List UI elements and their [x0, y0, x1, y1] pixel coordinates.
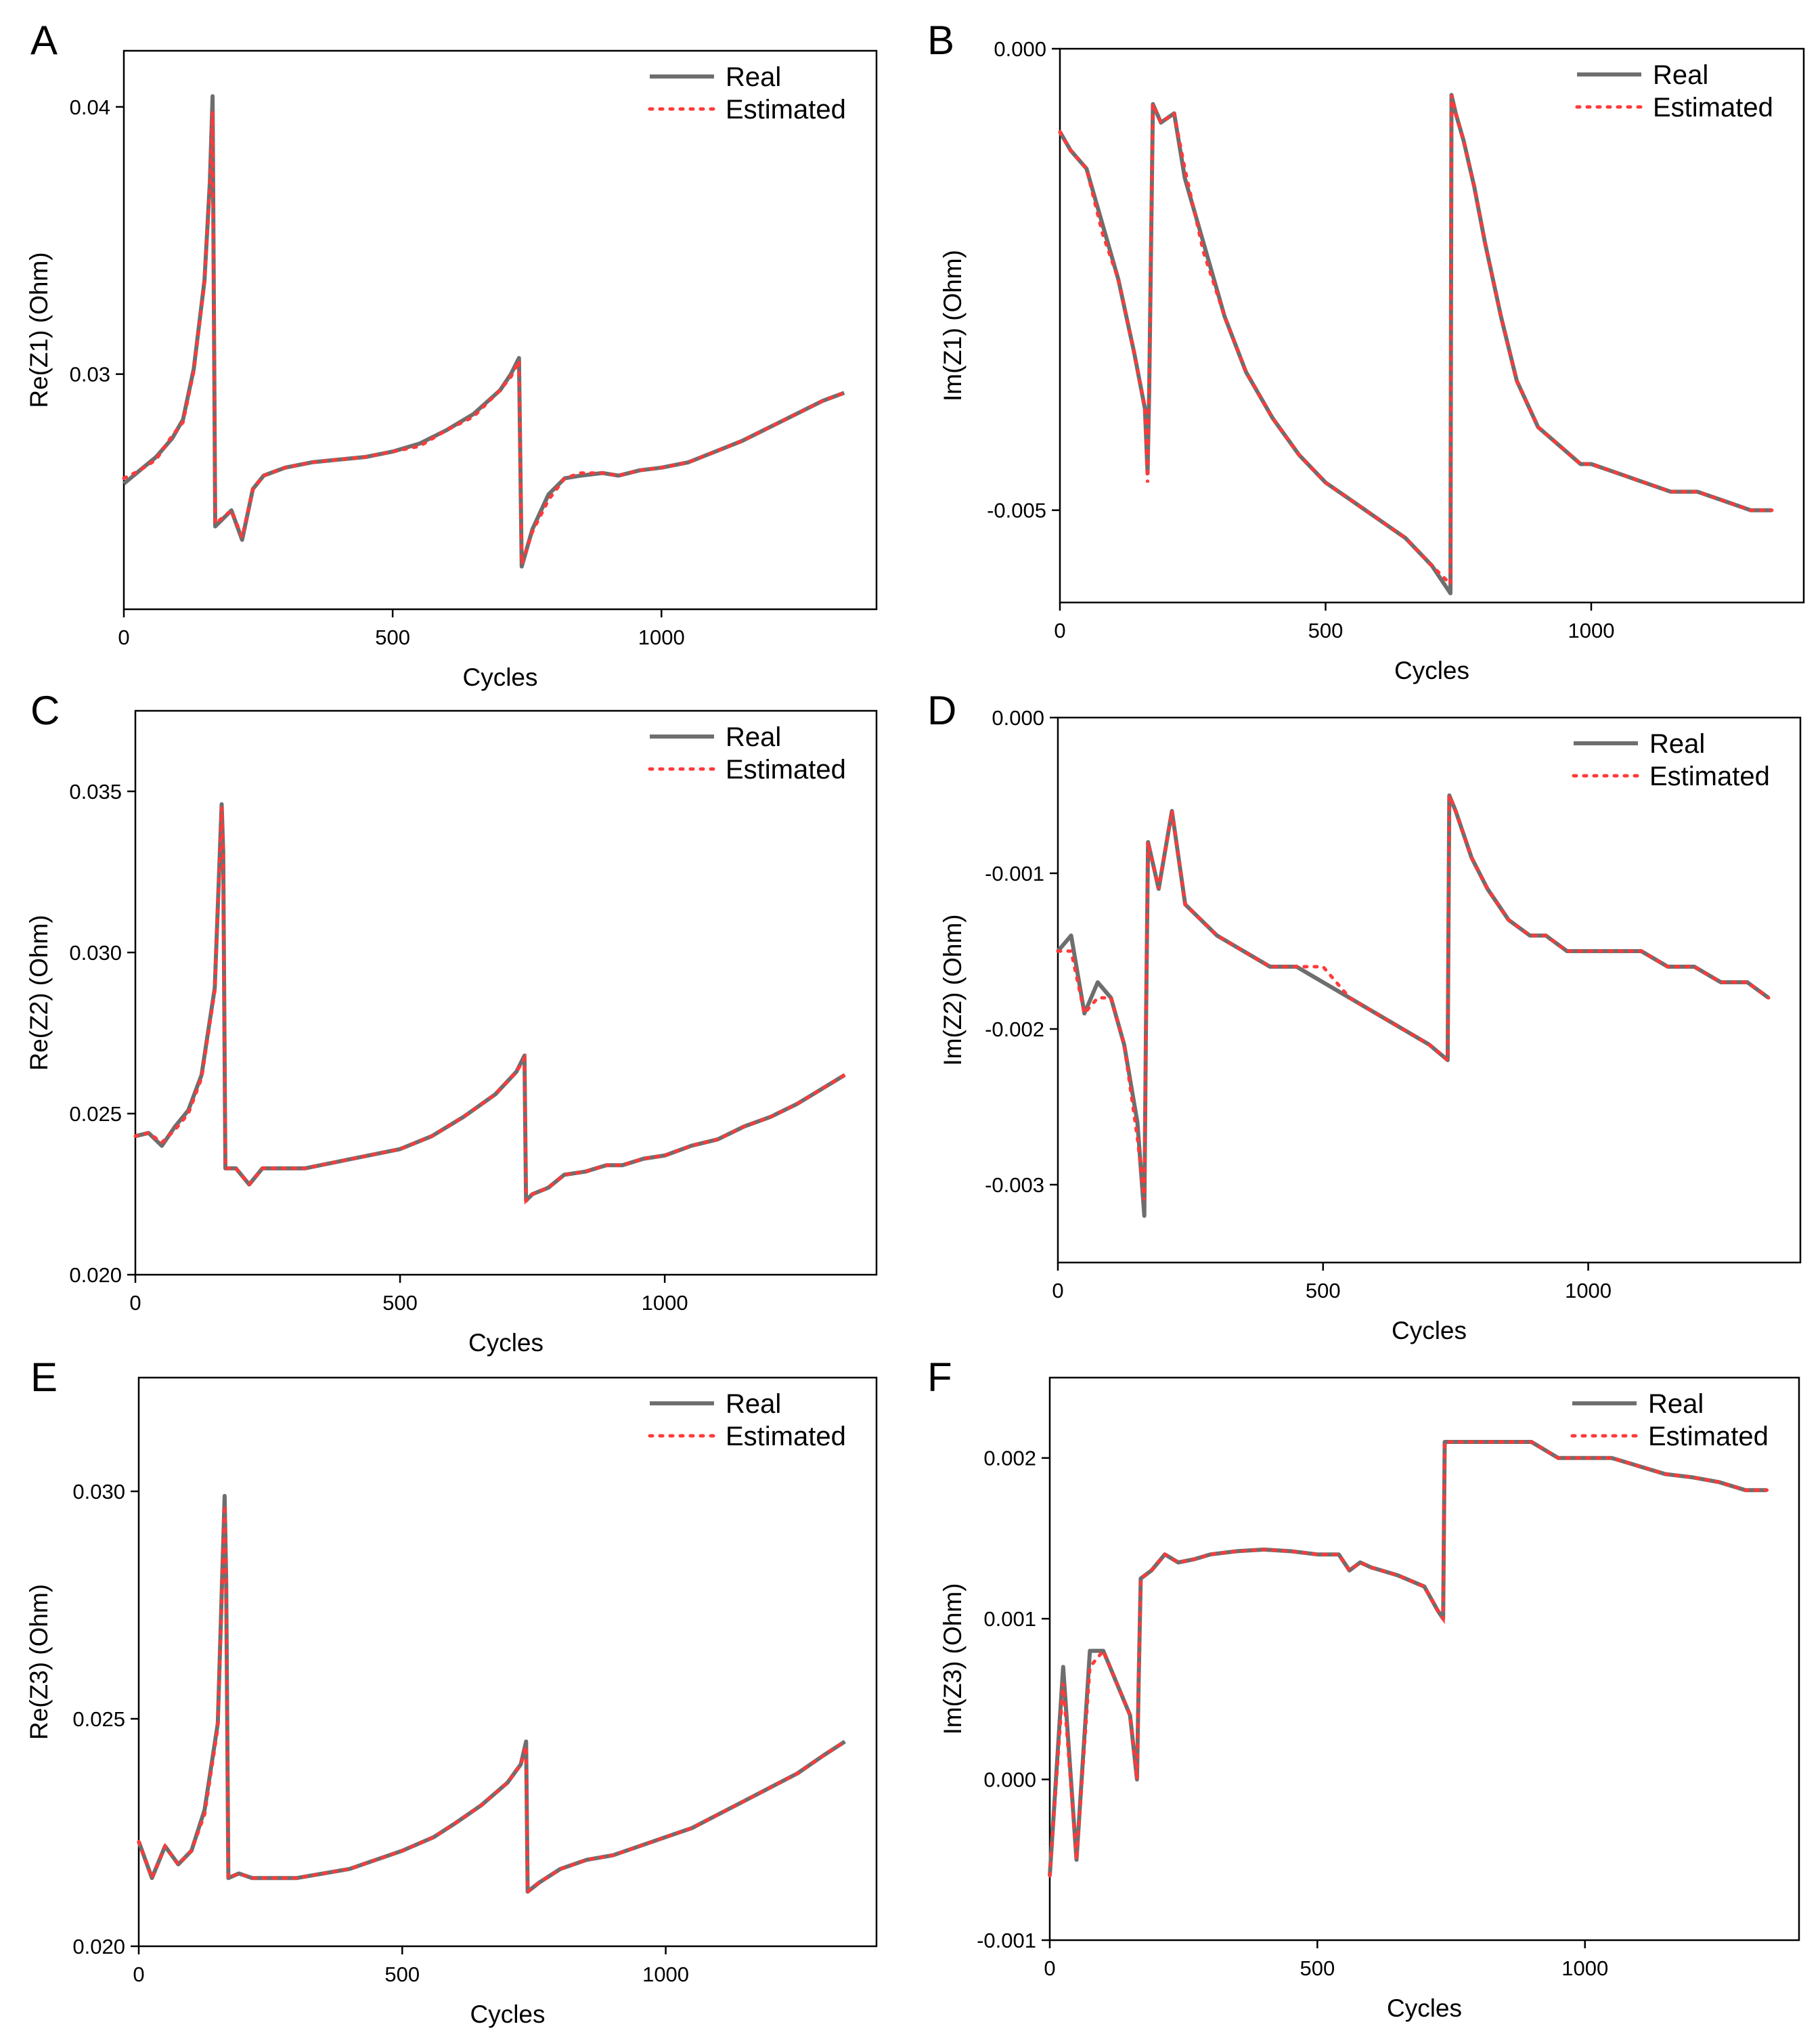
y-tick-label-b-1: 0.000 [994, 37, 1046, 61]
x-axis-title-e: Cycles [470, 2000, 545, 2028]
legend-real-label-c: Real [726, 722, 781, 752]
legend-e: Real Estimated [648, 1389, 846, 1451]
y-tick-label-f-3: 0.002 [983, 1447, 1036, 1470]
y-tick-label-c-1: 0.025 [69, 1102, 122, 1126]
panel-b: B 0 500 1000 -0.005 0.000 Cycles Im(Z1) (Ohm) Re… [927, 18, 1805, 684]
plot-frame-c [134, 709, 878, 1276]
legend-real-label-d: Real [1649, 729, 1705, 759]
y-axis-title-f: Im(Z3) (Ohm) [939, 1583, 967, 1734]
x-tick-label-e-0: 0 [133, 1963, 144, 1986]
y-tick-label-e-1: 0.025 [72, 1707, 125, 1731]
plot-frame-f [1048, 1376, 1800, 1942]
series-real-line-e [137, 1493, 846, 1894]
y-axis-title-e: Re(Z3) (Ohm) [25, 1584, 53, 1740]
x-axis-title-d: Cycles [1392, 1317, 1467, 1344]
x-axis-title-b: Cycles [1394, 657, 1469, 684]
legend-d: Real Estimated [1572, 729, 1770, 791]
x-tick-label-f-0: 0 [1044, 1956, 1055, 1980]
y-tick-label-e-0: 0.020 [72, 1935, 125, 1958]
x-tick-label-e-1: 500 [384, 1963, 420, 1986]
series-estimated-line-b [1058, 94, 1774, 588]
panel-letter-e: E [30, 1355, 58, 1400]
y-tick-label-a-0: 0.03 [70, 363, 110, 387]
legend-estimated-label-a: Estimated [726, 95, 846, 125]
series-estimated-line-e [137, 1505, 847, 1895]
panel-letter-c: C [30, 688, 60, 733]
y-tick-label-f-1: 0.000 [983, 1768, 1036, 1792]
series-estimated-line-c [133, 807, 847, 1205]
y-tick-label-b-0: -0.005 [987, 499, 1046, 523]
plot-frame-e [137, 1376, 878, 1948]
y-tick-label-d-3: 0.000 [992, 706, 1044, 730]
y-axis-title-a: Re(Z1) (Ohm) [25, 252, 53, 408]
legend-estimated-label-b: Estimated [1653, 93, 1773, 123]
legend-estimated-label-d: Estimated [1649, 762, 1770, 791]
legend-real-label-a: Real [726, 62, 781, 92]
legend-estimated-label-c: Estimated [726, 755, 846, 785]
series-estimated-line-f [1048, 1440, 1769, 1878]
x-tick-label-c-2: 1000 [642, 1291, 688, 1315]
x-tick-label-f-2: 1000 [1561, 1956, 1608, 1980]
panel-letter-b: B [927, 18, 954, 63]
y-tick-label-a-1: 0.04 [70, 95, 110, 119]
panel-letter-d: D [927, 688, 956, 733]
legend-real-label-b: Real [1653, 60, 1708, 90]
x-tick-label-d-1: 500 [1306, 1279, 1341, 1302]
legend-estimated-label-f: Estimated [1648, 1422, 1769, 1451]
x-tick-label-e-2: 1000 [642, 1963, 689, 1986]
x-tick-label-f-1: 500 [1300, 1956, 1335, 1980]
plot-frame-d [1057, 716, 1802, 1264]
legend-f: Real Estimated [1570, 1389, 1769, 1451]
x-tick-label-b-1: 500 [1308, 619, 1344, 642]
panel-letter-a: A [30, 18, 58, 63]
y-tick-label-c-3: 0.035 [69, 780, 122, 804]
x-tick-label-b-0: 0 [1054, 619, 1065, 642]
x-tick-label-d-0: 0 [1052, 1279, 1063, 1302]
series-real-line-c [135, 802, 846, 1203]
y-tick-label-d-1: -0.002 [985, 1017, 1044, 1041]
panel-a: A 0 500 1000 0.03 0.04 Cycles Re(Z1) (Ohm) RealE… [25, 18, 878, 691]
x-tick-label-c-1: 500 [382, 1291, 418, 1315]
series-estimated-line-d [1056, 795, 1771, 1201]
y-tick-label-d-2: -0.001 [985, 862, 1044, 885]
series-real-line-b [1058, 93, 1772, 596]
x-tick-label-c-0: 0 [129, 1291, 141, 1315]
x-axis-title-c: Cycles [468, 1329, 543, 1357]
series-real-line-a [123, 94, 845, 569]
x-axis-title-a: Cycles [462, 663, 537, 691]
legend-estimated-label-e: Estimated [726, 1422, 846, 1451]
y-tick-label-d-0: -0.003 [985, 1173, 1044, 1197]
y-axis-title-c: Re(Z2) (Ohm) [25, 915, 53, 1070]
y-tick-label-c-0: 0.020 [69, 1263, 122, 1287]
series-estimated-line-a [122, 112, 846, 565]
x-tick-label-a-2: 1000 [638, 626, 685, 649]
series-real-line-f [1048, 1440, 1767, 1877]
x-tick-label-d-2: 1000 [1565, 1279, 1612, 1302]
x-tick-label-a-1: 500 [375, 626, 410, 649]
x-tick-label-b-2: 1000 [1568, 619, 1615, 642]
panel-e: E 0 500 1000 0.020 0.025 0.030 Cycles Re(Z3) (Oh… [25, 1355, 878, 2028]
x-tick-label-a-0: 0 [118, 626, 129, 649]
y-axis-title-b: Im(Z1) (Ohm) [939, 250, 967, 401]
panel-d: D 0 500 1000 -0.003 -0.002 -0.001 0.000 Cycles Im… [927, 688, 1802, 1344]
plot-frame-b [1059, 47, 1805, 604]
panel-f: F 0 500 1000 -0.001 0.000 0.001 0.002 Cycles Im(Z… [927, 1355, 1800, 2022]
panel-letter-f: F [927, 1355, 952, 1400]
legend-real-label-f: Real [1648, 1389, 1704, 1419]
y-tick-label-f-0: -0.001 [977, 1929, 1036, 1952]
x-axis-title-f: Cycles [1387, 1994, 1462, 2022]
y-tick-label-e-2: 0.030 [72, 1480, 125, 1504]
panel-c: C 0 500 1000 0.020 0.025 0.030 0.035 Cycles Re(Z2… [25, 688, 878, 1357]
legend-real-label-e: Real [726, 1389, 781, 1419]
y-tick-label-c-2: 0.030 [69, 941, 122, 965]
y-tick-label-f-2: 0.001 [983, 1607, 1036, 1631]
y-axis-title-d: Im(Z2) (Ohm) [939, 914, 967, 1066]
plot-frame-a [123, 49, 878, 611]
